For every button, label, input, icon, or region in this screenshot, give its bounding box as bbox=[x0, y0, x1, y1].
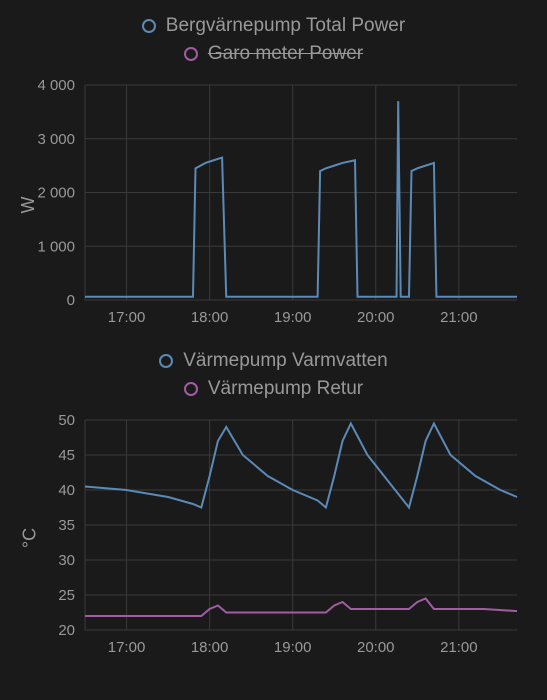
svg-text:35: 35 bbox=[58, 517, 75, 534]
svg-text:1 000: 1 000 bbox=[37, 238, 75, 255]
temp-chart-svg: 2025303540455017:0018:0019:0020:0021:00 bbox=[80, 410, 527, 665]
svg-text:3 000: 3 000 bbox=[37, 131, 75, 148]
legend-marker-icon bbox=[184, 382, 198, 396]
svg-text:20:00: 20:00 bbox=[357, 639, 395, 656]
svg-text:21:00: 21:00 bbox=[440, 639, 478, 656]
svg-text:40: 40 bbox=[58, 482, 75, 499]
temp-y-label: °C bbox=[20, 527, 41, 547]
legend-label: Bergvärnepump Total Power bbox=[166, 15, 405, 37]
legend-item[interactable]: Garo meter Power bbox=[184, 43, 363, 65]
svg-text:25: 25 bbox=[58, 587, 75, 604]
legend-marker-icon bbox=[159, 354, 173, 368]
svg-text:4 000: 4 000 bbox=[37, 77, 75, 94]
svg-text:0: 0 bbox=[67, 292, 75, 309]
svg-text:50: 50 bbox=[58, 412, 75, 429]
svg-text:2 000: 2 000 bbox=[37, 185, 75, 202]
power-chart-area: W 01 0002 0003 0004 00017:0018:0019:0020… bbox=[80, 75, 527, 335]
svg-text:18:00: 18:00 bbox=[191, 639, 229, 656]
svg-text:17:00: 17:00 bbox=[108, 639, 146, 656]
svg-text:20:00: 20:00 bbox=[357, 309, 395, 326]
power-chart-container: Bergvärnepump Total Power Garo meter Powe… bbox=[0, 0, 547, 335]
power-chart-legend: Bergvärnepump Total Power Garo meter Powe… bbox=[0, 0, 547, 75]
svg-text:19:00: 19:00 bbox=[274, 309, 312, 326]
svg-text:19:00: 19:00 bbox=[274, 639, 312, 656]
legend-label: Värmepump Retur bbox=[208, 378, 363, 400]
svg-text:30: 30 bbox=[58, 552, 75, 569]
power-y-label: W bbox=[18, 197, 39, 214]
power-chart-svg: 01 0002 0003 0004 00017:0018:0019:0020:0… bbox=[80, 75, 527, 335]
legend-label: Värmepump Varmvatten bbox=[183, 350, 388, 372]
svg-text:18:00: 18:00 bbox=[191, 309, 229, 326]
legend-item[interactable]: Värmepump Varmvatten bbox=[159, 350, 388, 372]
legend-marker-icon bbox=[142, 19, 156, 33]
temp-chart-container: Värmepump Varmvatten Värmepump Retur °C 2… bbox=[0, 335, 547, 665]
temp-chart-legend: Värmepump Varmvatten Värmepump Retur bbox=[0, 335, 547, 410]
svg-text:21:00: 21:00 bbox=[440, 309, 478, 326]
legend-item[interactable]: Värmepump Retur bbox=[184, 378, 363, 400]
svg-text:45: 45 bbox=[58, 447, 75, 464]
temp-chart-area: °C 2025303540455017:0018:0019:0020:0021:… bbox=[80, 410, 527, 665]
svg-text:20: 20 bbox=[58, 622, 75, 639]
legend-label: Garo meter Power bbox=[208, 43, 363, 65]
legend-marker-icon bbox=[184, 47, 198, 61]
svg-text:17:00: 17:00 bbox=[108, 309, 146, 326]
legend-item[interactable]: Bergvärnepump Total Power bbox=[142, 15, 405, 37]
